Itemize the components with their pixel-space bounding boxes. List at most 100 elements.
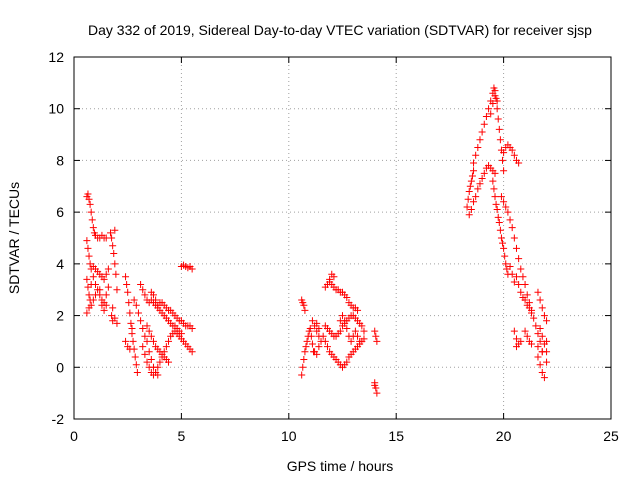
data-point (500, 167, 508, 175)
data-point (506, 216, 514, 224)
data-point (107, 229, 115, 237)
data-point (371, 327, 379, 335)
data-point (470, 198, 478, 206)
data-point (508, 270, 516, 278)
data-point (125, 299, 133, 307)
data-point (466, 182, 474, 190)
data-point (480, 169, 488, 177)
data-point (521, 327, 529, 335)
data-point (100, 275, 108, 283)
x-axis-label: GPS time / hours (287, 458, 394, 474)
data-point (536, 337, 544, 345)
data-point (519, 273, 527, 281)
data-point (152, 296, 160, 304)
data-point (302, 343, 310, 351)
data-point (336, 327, 344, 335)
data-point (86, 200, 94, 208)
data-point (126, 309, 134, 317)
data-point (110, 250, 118, 258)
data-point (139, 343, 147, 351)
data-point (341, 317, 349, 325)
data-point (465, 187, 473, 195)
data-point (133, 368, 141, 376)
y-axis-tick-labels: -2 0 2 4 6 8 10 12 (48, 49, 64, 427)
data-point (307, 332, 315, 340)
data-point (525, 304, 533, 312)
data-point (536, 296, 544, 304)
data-point (534, 353, 542, 361)
data-point (464, 195, 472, 203)
data-point (508, 146, 516, 154)
data-point (470, 159, 478, 167)
x-tick-label: 10 (281, 428, 297, 444)
data-point (132, 301, 140, 309)
data-point (510, 234, 518, 242)
data-point (536, 325, 544, 332)
data-point (504, 208, 512, 216)
data-point (354, 306, 362, 314)
data-point (154, 363, 162, 371)
data-point (356, 337, 364, 345)
data-point (301, 306, 309, 314)
data-point (83, 309, 91, 317)
data-point (83, 275, 91, 283)
data-point (104, 283, 112, 291)
data-point (536, 361, 544, 369)
plot-frame (73, 56, 612, 420)
data-point (323, 343, 331, 351)
data-point (500, 149, 508, 157)
data-point (188, 265, 196, 273)
y-tick-label: 12 (48, 49, 64, 65)
data-point (311, 348, 319, 356)
data-point (467, 177, 475, 185)
data-point (137, 317, 145, 325)
data-point (143, 337, 151, 345)
data-point (515, 159, 523, 167)
data-point (528, 340, 536, 348)
data-point (131, 353, 139, 361)
data-point (188, 325, 196, 332)
data-point (501, 252, 509, 260)
data-point (319, 332, 327, 340)
data-point (534, 288, 542, 296)
data-point (132, 361, 140, 369)
data-point (321, 337, 329, 345)
data-point (493, 105, 501, 113)
data-point (523, 291, 531, 299)
data-point (534, 343, 542, 351)
data-point (299, 363, 307, 371)
data-point (468, 172, 476, 180)
data-point (358, 322, 366, 330)
data-point (500, 244, 508, 252)
data-point (492, 200, 500, 208)
data-point (499, 156, 507, 164)
data-point (89, 224, 97, 232)
data-point (500, 198, 508, 206)
data-point (478, 175, 486, 183)
data-point (85, 252, 93, 260)
data-point (482, 112, 490, 120)
chart-title: Day 332 of 2019, Sidereal Day-to-day VTE… (88, 22, 592, 38)
data-point (343, 358, 351, 366)
data-point (315, 343, 323, 351)
data-point (480, 120, 488, 128)
data-point (308, 317, 316, 325)
data-point (496, 136, 504, 144)
data-point (491, 92, 499, 100)
data-point (465, 211, 473, 219)
data-point (102, 301, 110, 309)
data-point (129, 337, 137, 345)
data-point (517, 265, 525, 273)
y-tick-label: 10 (48, 101, 64, 117)
data-point (165, 337, 173, 345)
data-point (497, 234, 505, 242)
data-point (538, 368, 546, 376)
data-point (85, 195, 93, 203)
data-point (126, 345, 134, 353)
x-tick-label: 20 (496, 428, 512, 444)
data-point (528, 309, 536, 317)
data-point (354, 332, 362, 340)
data-point (497, 193, 505, 201)
data-point (102, 291, 110, 299)
